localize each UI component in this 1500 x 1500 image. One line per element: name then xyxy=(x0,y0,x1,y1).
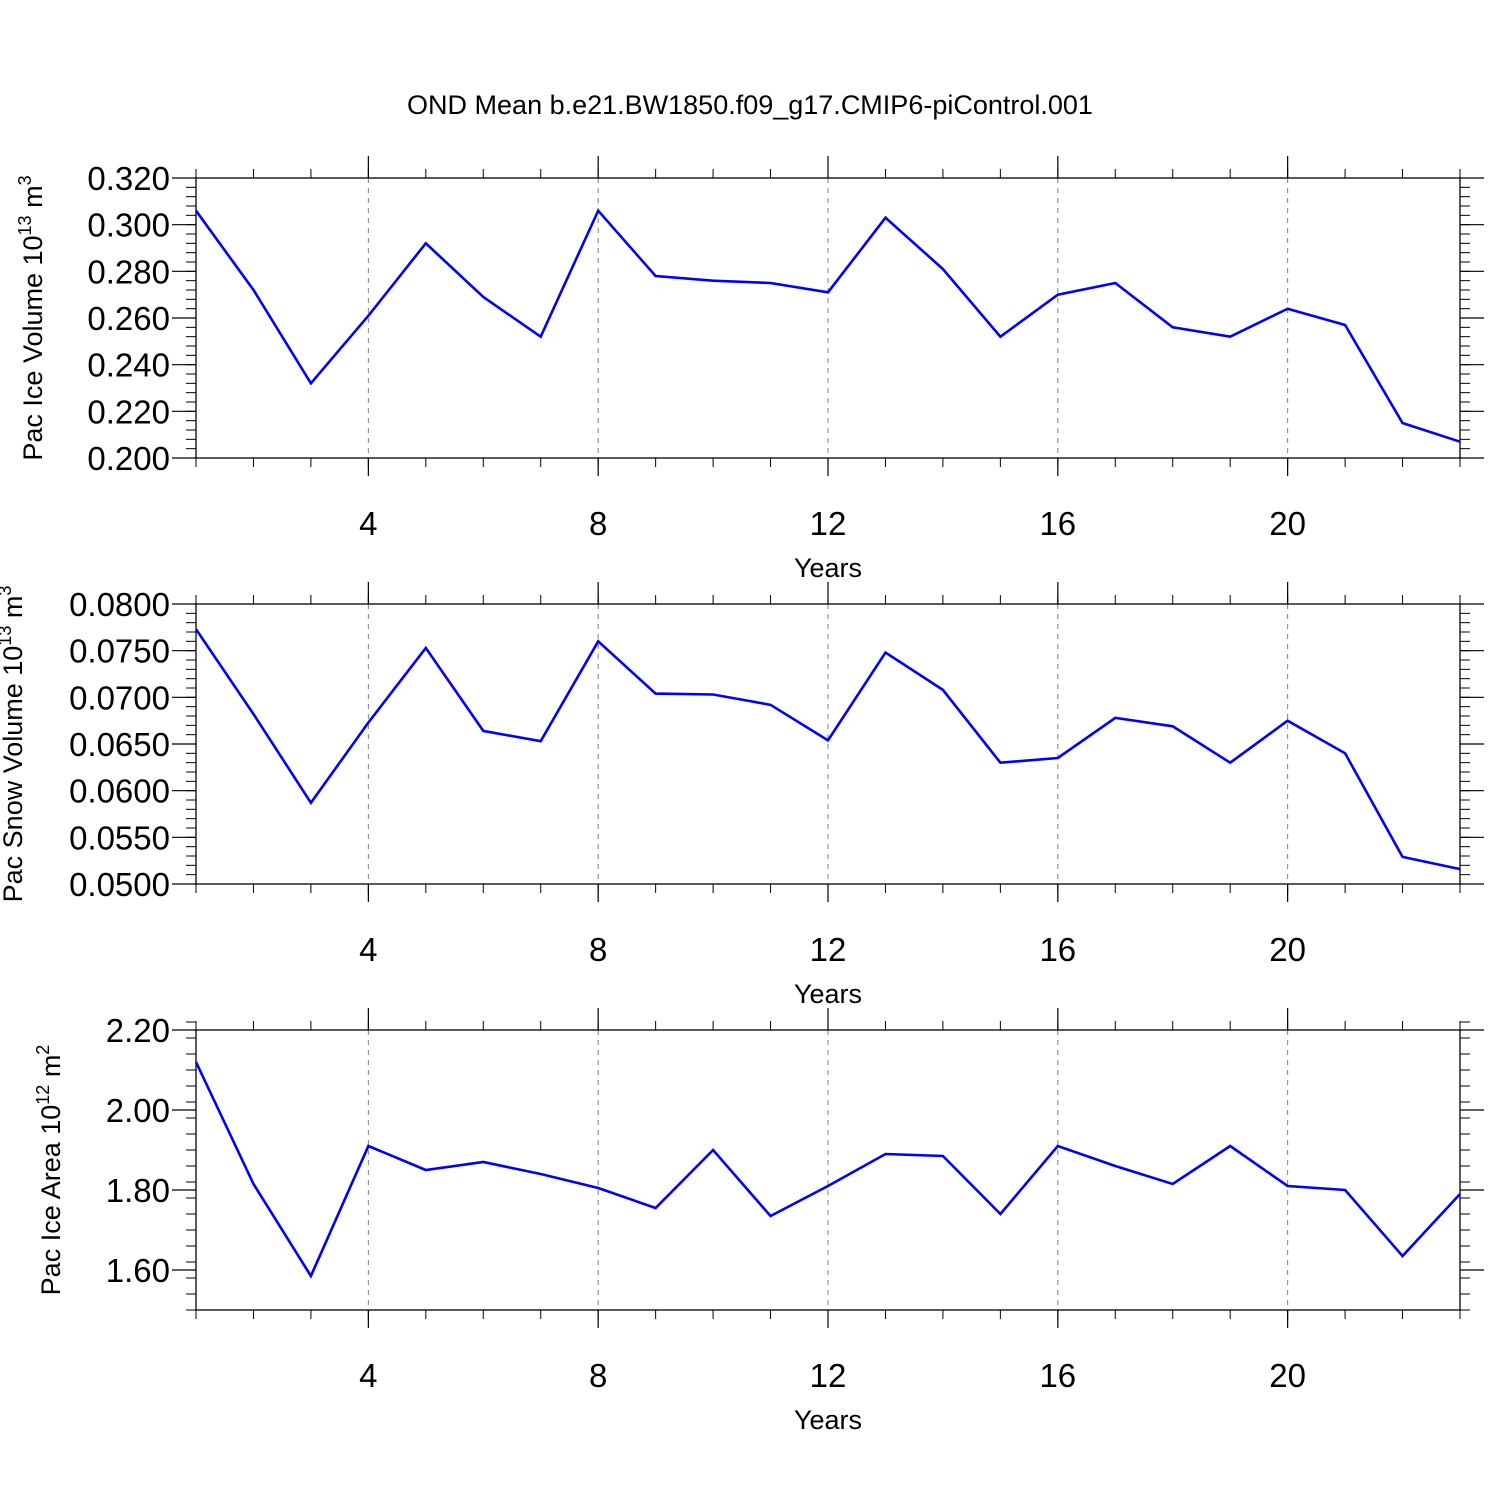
y-tick-label: 1.60 xyxy=(106,1252,170,1289)
x-axis-label: Years xyxy=(794,1405,862,1435)
y-axis-label: Pac Snow Volume 1013 m3 xyxy=(0,586,28,903)
y-tick-label: 0.300 xyxy=(87,207,170,244)
y-tick-label: 0.0700 xyxy=(69,679,170,716)
y-tick-label: 0.240 xyxy=(87,347,170,384)
x-tick-label: 12 xyxy=(810,1357,847,1394)
y-tick-label: 2.20 xyxy=(106,1012,170,1049)
x-tick-label: 4 xyxy=(359,505,377,542)
figure-title: OND Mean b.e21.BW1850.f09_g17.CMIP6-piCo… xyxy=(407,90,1093,120)
plot-frame xyxy=(195,1029,1461,1311)
x-tick-label: 8 xyxy=(589,505,607,542)
chart-panel-2: 0.0500 0.0550 0.0600 0.0650 0.0700 0.0750 0.08… xyxy=(0,582,1484,1009)
y-tick-label: 0.0600 xyxy=(69,773,170,810)
plot-frame xyxy=(195,177,1461,459)
x-tick-label: 20 xyxy=(1269,505,1306,542)
x-tick-label: 16 xyxy=(1039,505,1076,542)
x-tick-label: 16 xyxy=(1039,931,1076,968)
plot-frame xyxy=(195,603,1461,885)
y-tick-label: 0.260 xyxy=(87,300,170,337)
y-tick-label: 0.280 xyxy=(87,253,170,290)
y-axis-label: Pac Ice Volume 1013 m3 xyxy=(15,175,48,460)
x-tick-label: 20 xyxy=(1269,1357,1306,1394)
y-tick-label: 0.200 xyxy=(87,440,170,477)
x-tick-label: 8 xyxy=(589,931,607,968)
x-tick-label: 4 xyxy=(359,931,377,968)
y-tick-label: 0.0500 xyxy=(69,866,170,903)
y-tick-label: 1.80 xyxy=(106,1172,170,1209)
y-axis-label: Pac Ice Area 1012 m2 xyxy=(33,1045,66,1296)
chart-panel-1: 0.200 0.220 0.240 0.260 0.280 0.300 0.320 4 8 12 1… xyxy=(15,156,1484,583)
y-tick-label: 0.0750 xyxy=(69,633,170,670)
x-axis-label: Years xyxy=(794,979,862,1009)
chart-panel-3: 1.60 1.80 2.00 2.20 4 8 12 16 20 Years Pac Ice Are… xyxy=(33,1008,1484,1435)
x-tick-label: 4 xyxy=(359,1357,377,1394)
y-tick-label: 0.0650 xyxy=(69,726,170,763)
x-tick-label: 12 xyxy=(810,931,847,968)
x-tick-label: 12 xyxy=(810,505,847,542)
y-tick-label: 0.220 xyxy=(87,393,170,430)
x-axis-label: Years xyxy=(794,553,862,583)
y-tick-label: 0.0800 xyxy=(69,586,170,623)
x-tick-label: 20 xyxy=(1269,931,1306,968)
y-tick-label: 0.320 xyxy=(87,160,170,197)
y-tick-label: 2.00 xyxy=(106,1092,170,1129)
x-tick-label: 8 xyxy=(589,1357,607,1394)
series-line xyxy=(194,208,1461,443)
x-tick-label: 16 xyxy=(1039,1357,1076,1394)
y-tick-label: 0.0550 xyxy=(69,819,170,856)
